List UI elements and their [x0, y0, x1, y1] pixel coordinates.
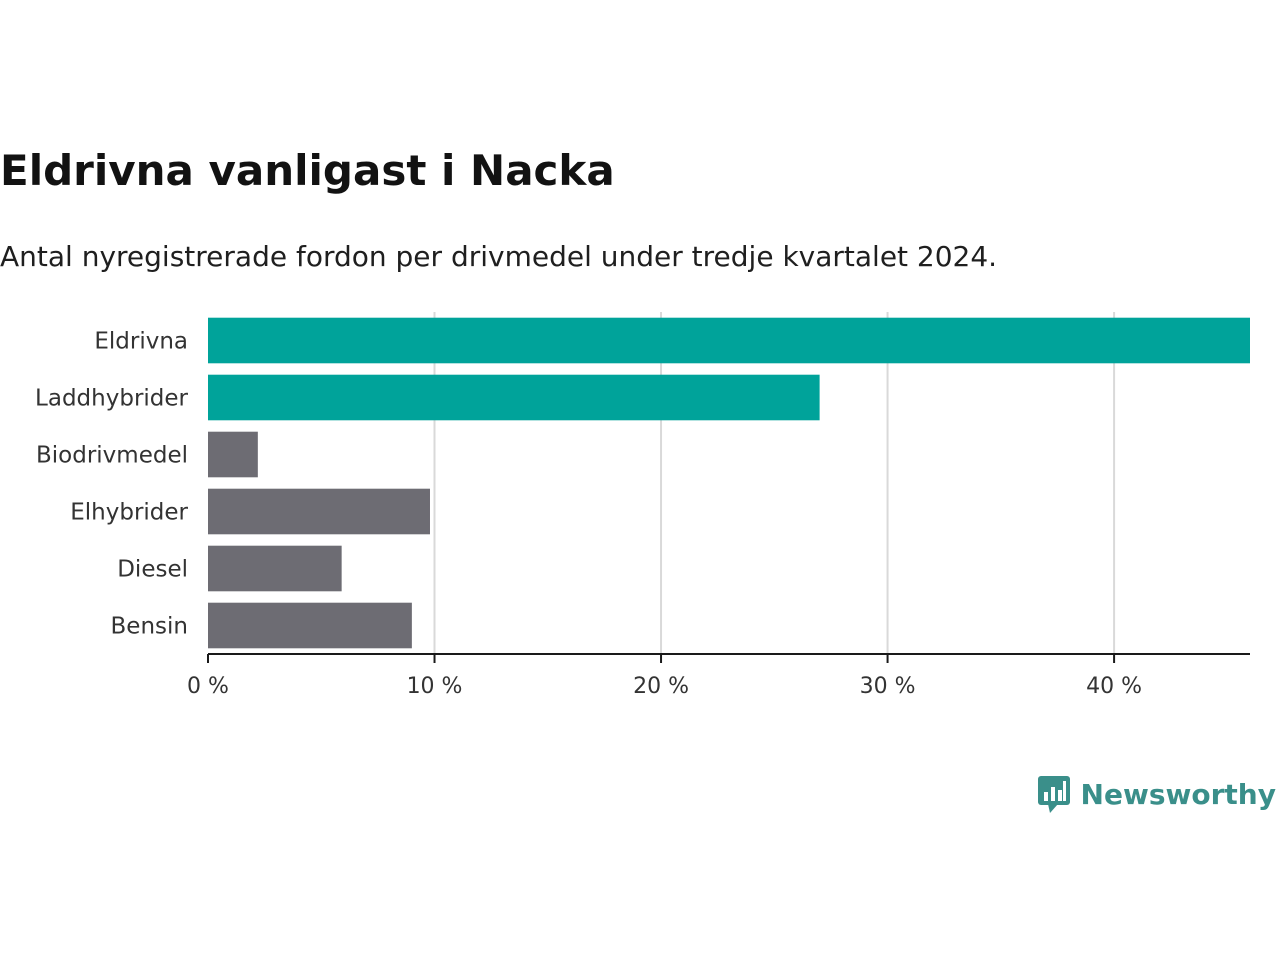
- bar-eldrivna: [208, 317, 1250, 364]
- category-label: Biodrivmedel: [36, 443, 188, 469]
- chart-title: Eldrivna vanligast i Nacka: [0, 146, 615, 195]
- newsworthy-logo-icon: [1037, 776, 1070, 813]
- x-tick-label: 30 %: [860, 674, 916, 699]
- category-labels: Eldrivna Laddhybrider Biodrivmedel Elhybrid…: [35, 329, 188, 640]
- bar-laddhybrider: [208, 374, 820, 421]
- x-tick-label: 40 %: [1086, 674, 1142, 699]
- grid-lines: [433, 312, 1116, 654]
- bar-diesel: [208, 545, 342, 592]
- category-label: Eldrivna: [94, 329, 188, 355]
- newsworthy-logo: Newsworthy: [1037, 774, 1276, 814]
- x-tick-label: 20 %: [633, 674, 689, 699]
- bar-elhybrider: [208, 488, 430, 535]
- axes: 0 % 10 % 20 % 30 % 40 %: [187, 653, 1250, 699]
- bar-bensin: [208, 602, 412, 649]
- category-label: Diesel: [117, 557, 188, 583]
- category-label: Laddhybrider: [35, 386, 188, 412]
- x-tick-label: 10 %: [407, 674, 463, 699]
- chart-subtitle: Antal nyregistrerade fordon per drivmede…: [0, 240, 998, 273]
- x-tick-label: 0 %: [187, 674, 229, 699]
- bar-biodrivmedel: [208, 431, 258, 478]
- category-label: Elhybrider: [70, 500, 188, 526]
- logo-text: Newsworthy: [1080, 777, 1276, 811]
- bars: [208, 317, 1250, 649]
- category-label: Bensin: [111, 614, 188, 640]
